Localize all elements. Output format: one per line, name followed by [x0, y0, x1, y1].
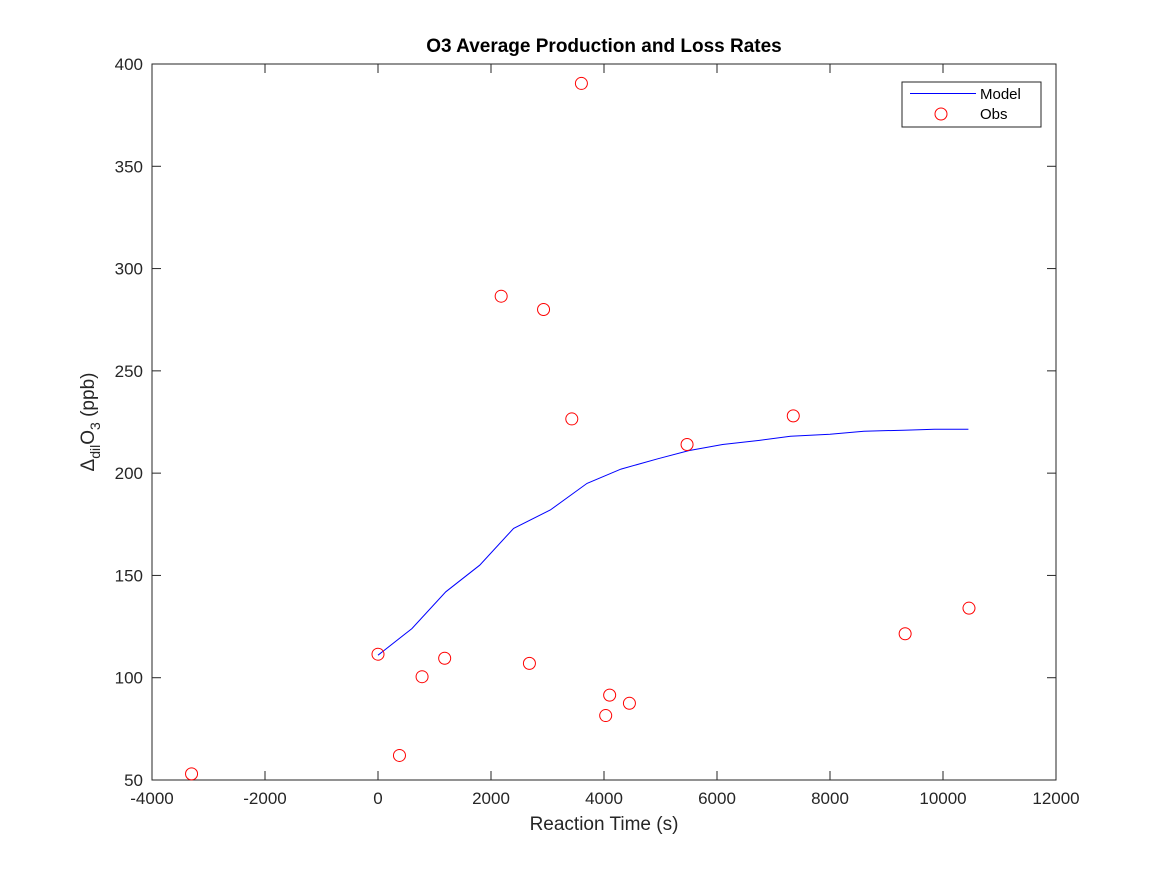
y-axis-label-main: O [78, 430, 99, 445]
y-tick-label: 400 [115, 55, 143, 74]
x-tick-label: 12000 [1032, 789, 1079, 808]
obs-point [185, 767, 199, 781]
y-tick-label: 50 [124, 771, 143, 790]
obs-point [371, 647, 385, 661]
y-axis: 50 100 150 200 250 300 350 400 [115, 55, 1056, 790]
obs-point [603, 688, 617, 702]
obs-point [599, 709, 613, 723]
x-tick-label: -2000 [243, 789, 286, 808]
x-axis-label: Reaction Time (s) [530, 814, 679, 835]
x-tick-label: 2000 [472, 789, 510, 808]
obs-point [622, 696, 636, 710]
obs-point [392, 748, 406, 762]
obs-point [786, 409, 800, 423]
x-tick-label: 4000 [585, 789, 623, 808]
y-tick-label: 250 [115, 362, 143, 381]
plot-area [151, 63, 1057, 781]
y-axis-label-suffix: (ppb) [78, 373, 99, 423]
obs-point [438, 651, 452, 665]
x-axis: -4000 -2000 0 2000 4000 6000 8000 10000 12000 [130, 64, 1080, 808]
y-axis-label: ΔdilO3 (ppb) [78, 373, 103, 472]
obs-point [415, 670, 429, 684]
obs-point [962, 601, 976, 615]
x-tick-label: -4000 [130, 789, 173, 808]
x-tick-label: 8000 [811, 789, 849, 808]
y-axis-label-sub2: 3 [87, 422, 103, 430]
x-tick-label: 6000 [698, 789, 736, 808]
legend-model-label: Model [980, 86, 1021, 103]
obs-point [680, 438, 694, 452]
legend-obs-swatch [934, 107, 948, 121]
obs-point [574, 76, 588, 90]
x-tick-label: 10000 [919, 789, 966, 808]
obs-point [898, 627, 912, 641]
legend: Model Obs [901, 81, 1042, 128]
y-tick-label: 350 [115, 157, 143, 176]
y-axis-label-sub1: dil [87, 445, 103, 459]
obs-point [494, 289, 508, 303]
series-layer [185, 76, 976, 781]
obs-point [522, 656, 536, 670]
y-tick-label: 300 [115, 260, 143, 279]
obs-point [537, 302, 551, 316]
chart-title: O3 Average Production and Loss Rates [426, 36, 781, 57]
model-line [377, 428, 969, 656]
y-axis-label-prefix: Δ [78, 458, 99, 471]
y-tick-label: 150 [115, 566, 143, 585]
y-tick-label: 100 [115, 669, 143, 688]
obs-point [565, 412, 579, 426]
legend-obs-label: Obs [980, 106, 1008, 123]
legend-box [901, 81, 1042, 128]
y-tick-label: 200 [115, 464, 143, 483]
x-tick-label: 0 [373, 789, 382, 808]
